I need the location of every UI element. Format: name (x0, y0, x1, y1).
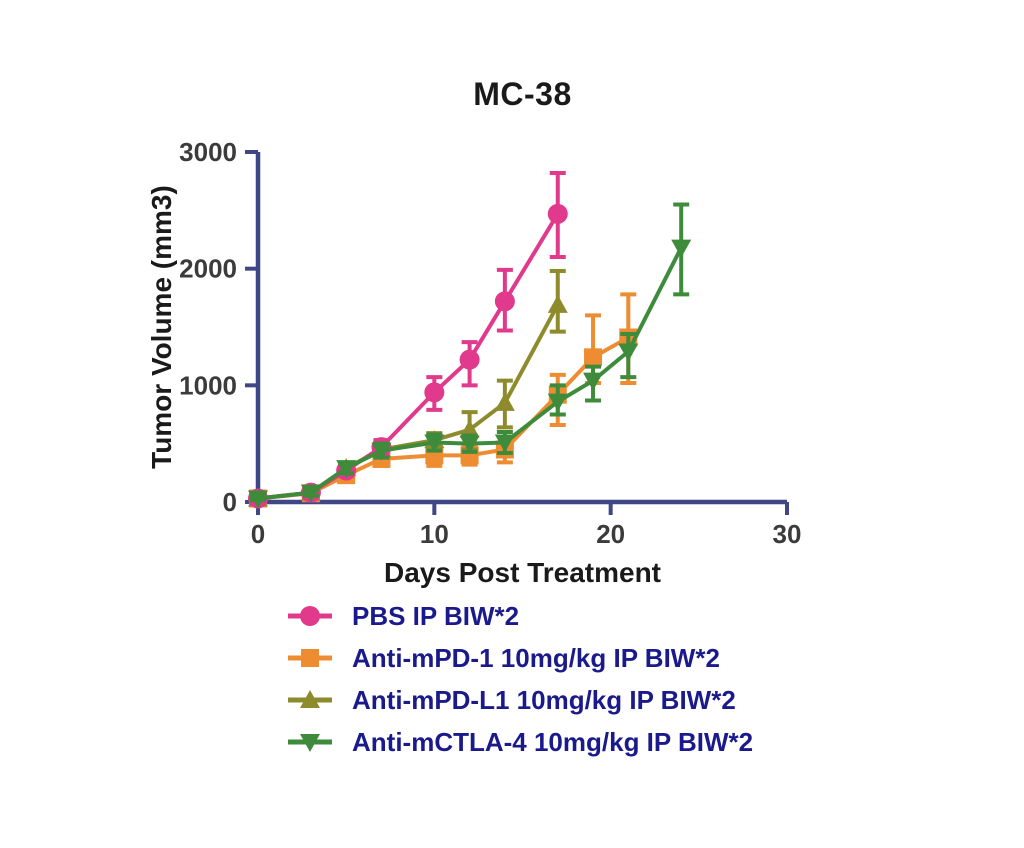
legend: PBS IP BIW*2 Anti-mPD-1 10mg/kg IP BIW*2… (288, 595, 753, 763)
svg-text:0: 0 (251, 519, 265, 549)
svg-text:20: 20 (596, 519, 625, 549)
pbs-circle-marker-icon (288, 606, 332, 626)
svg-text:1000: 1000 (179, 370, 237, 400)
legend-item-anti-mctla4: Anti-mCTLA-4 10mg/kg IP BIW*2 (288, 721, 753, 763)
legend-item-pbs: PBS IP BIW*2 (288, 595, 753, 637)
anti-mpdl1-triangle-up-marker-icon (288, 690, 332, 708)
legend-item-anti-mpdl1: Anti-mPD-L1 10mg/kg IP BIW*2 (288, 679, 753, 721)
x-axis-label: Days Post Treatment (384, 557, 661, 588)
legend-label-anti-mpdl1: Anti-mPD-L1 10mg/kg IP BIW*2 (352, 684, 736, 715)
legend-label-pbs: PBS IP BIW*2 (352, 600, 520, 631)
anti-mpd1-square-marker-icon (288, 649, 332, 667)
svg-text:3000: 3000 (179, 137, 237, 167)
legend-item-anti-mpd1: Anti-mPD-1 10mg/kg IP BIW*2 (288, 637, 753, 679)
svg-text:0: 0 (223, 487, 237, 517)
svg-text:2000: 2000 (179, 254, 237, 284)
legend-label-anti-mpd1: Anti-mPD-1 10mg/kg IP BIW*2 (352, 642, 720, 673)
chart-title: MC-38 (473, 76, 572, 112)
legend-label-anti-mctla4: Anti-mCTLA-4 10mg/kg IP BIW*2 (352, 726, 754, 757)
svg-text:10: 10 (420, 519, 449, 549)
anti-mctla4-triangle-down-marker-icon (288, 734, 332, 752)
svg-text:30: 30 (773, 519, 802, 549)
